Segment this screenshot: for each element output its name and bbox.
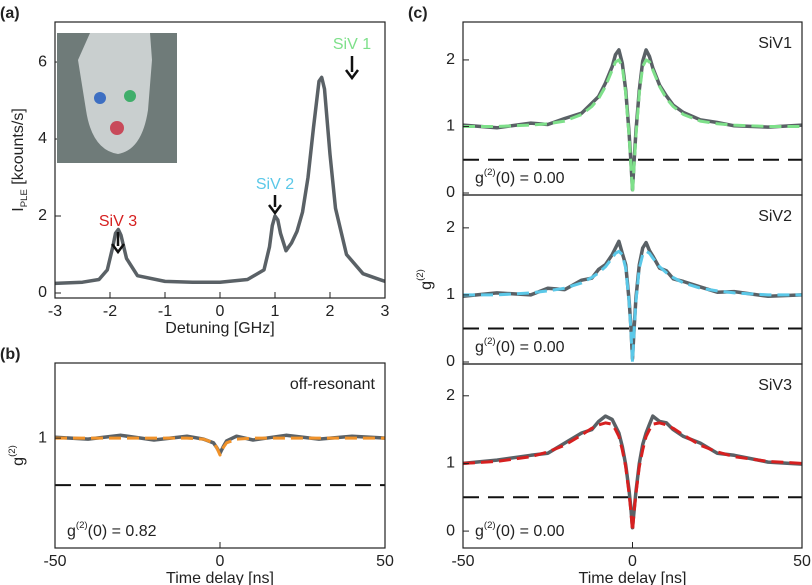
- x-axis-label: Time delay [ns]: [579, 570, 687, 585]
- x-tick-label: -50: [43, 553, 66, 570]
- panel-label: (b): [0, 346, 20, 363]
- y-axis-label: g(2): [7, 445, 28, 466]
- y-axis-label-part: I: [10, 207, 27, 211]
- inset-image: [57, 33, 177, 163]
- g2-zero-value-sup: (2): [76, 520, 88, 531]
- g2-zero-value-part: (0) = 0.00: [496, 170, 565, 187]
- inset-tip: [78, 33, 152, 154]
- y-tick-label: 2: [446, 387, 455, 404]
- inset-emitter: [94, 92, 106, 104]
- g2-zero-value: g(2)(0) = 0.00: [475, 167, 565, 188]
- g2-zero-value-part: g: [475, 170, 484, 187]
- g2-zero-value-part: g: [475, 339, 484, 356]
- g2-zero-value-sup: (2): [484, 167, 496, 178]
- y-tick-label: 1: [38, 429, 47, 446]
- peak-label: SiV 2: [256, 176, 294, 193]
- inset-emitter: [124, 90, 136, 102]
- peak-arrowhead: [345, 69, 359, 81]
- peak-label: SiV 3: [99, 213, 137, 230]
- inset-emitter: [110, 121, 124, 135]
- y-axis-label: g(2): [415, 269, 436, 290]
- g2-zero-value-part: (0) = 0.00: [496, 523, 565, 540]
- x-tick-label: 0: [216, 553, 225, 570]
- y-axis-label-sub: PLE: [19, 189, 30, 207]
- data-line: [54, 75, 386, 286]
- g2-zero-value-sup: (2): [484, 520, 496, 531]
- y-axis-label-sup: (2): [7, 445, 18, 457]
- x-tick-label: -50: [451, 553, 474, 570]
- y-tick-label: 1: [446, 286, 455, 303]
- y-axis-label-part: g: [418, 281, 435, 290]
- curve-label: SiV2: [758, 208, 792, 225]
- y-tick-label: 0: [446, 353, 455, 370]
- x-tick-label: 0: [628, 553, 637, 570]
- g2-zero-value-part: (0) = 0.82: [88, 523, 157, 540]
- x-tick-label: -1: [158, 303, 172, 320]
- y-tick-label: 1: [446, 455, 455, 472]
- g2-zero-value: g(2)(0) = 0.00: [475, 520, 565, 541]
- panel-label: (a): [0, 5, 20, 22]
- g2-zero-value-sup: (2): [484, 336, 496, 347]
- x-tick-label: -3: [48, 303, 62, 320]
- fit-line: [463, 249, 802, 364]
- peak-label: SiV 1: [333, 36, 371, 53]
- fit-line: [462, 421, 803, 533]
- peak-arrowhead: [111, 243, 125, 255]
- x-tick-label: 50: [793, 553, 811, 570]
- x-tick-label: 1: [271, 303, 280, 320]
- x-tick-label: 2: [326, 303, 335, 320]
- y-axis-label: IPLE [kcounts/s]: [10, 108, 29, 212]
- y-tick-label: 1: [446, 118, 455, 135]
- x-tick-label: 50: [376, 553, 394, 570]
- y-tick-label: 0: [38, 284, 47, 301]
- curve-label: SiV1: [758, 35, 792, 52]
- data-line: [462, 414, 803, 530]
- g2-zero-value-part: g: [475, 523, 484, 540]
- g2-zero-value-part: g: [67, 523, 76, 540]
- panel-label: (c): [408, 5, 428, 22]
- x-axis-label: Time delay [ns]: [166, 570, 274, 585]
- x-tick-label: 3: [381, 303, 390, 320]
- y-axis-label-sup: (2): [415, 269, 426, 281]
- y-tick-label: 6: [38, 53, 47, 70]
- y-tick-label: 2: [446, 51, 455, 68]
- y-axis-label-part: [kcounts/s]: [10, 108, 27, 189]
- curve-label: off-resonant: [290, 376, 376, 393]
- g2-zero-value: g(2)(0) = 0.82: [67, 520, 157, 541]
- x-tick-label: 0: [216, 303, 225, 320]
- fit-line: [55, 436, 385, 457]
- x-axis-label: Detuning [GHz]: [165, 320, 274, 337]
- y-tick-label: 0: [446, 184, 455, 201]
- y-tick-label: 0: [446, 522, 455, 539]
- curve-label: SiV3: [758, 377, 792, 394]
- x-tick-label: -2: [103, 303, 117, 320]
- g2-zero-value-part: (0) = 0.00: [496, 339, 565, 356]
- y-axis-label-part: g: [10, 457, 27, 466]
- g2-zero-value: g(2)(0) = 0.00: [475, 336, 565, 357]
- y-tick-label: 2: [38, 207, 47, 224]
- y-tick-label: 2: [446, 219, 455, 236]
- peak-arrowhead: [268, 204, 282, 216]
- y-tick-label: 4: [38, 130, 47, 147]
